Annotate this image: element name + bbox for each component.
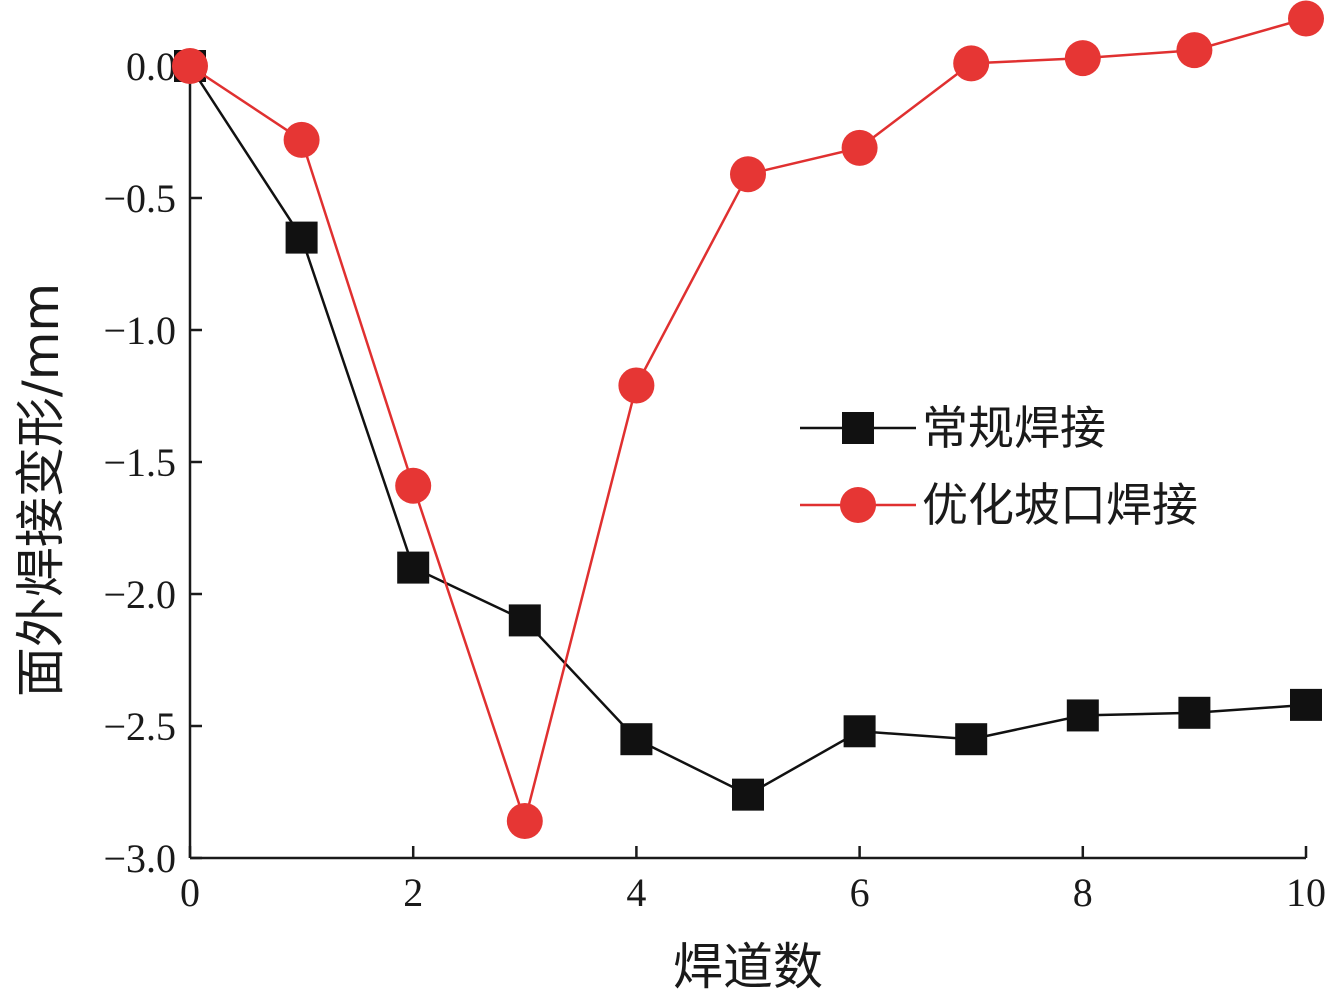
data-point [172, 48, 208, 84]
legend-item: 常规焊接 [800, 401, 1106, 455]
data-point [841, 129, 878, 166]
data-point [508, 604, 541, 637]
data-point [506, 803, 543, 840]
data-point [395, 467, 432, 504]
legend-label: 优化坡口焊接 [922, 478, 1198, 532]
x-axis-title: 焊道数 [673, 938, 823, 996]
y-tick-label: −1.5 [103, 440, 176, 485]
data-point [283, 121, 320, 158]
data-point [1066, 699, 1099, 732]
data-point [620, 723, 653, 756]
series-layer [172, 0, 1324, 840]
data-point [1178, 696, 1211, 729]
data-point [285, 221, 318, 254]
x-tick-label: 2 [403, 870, 423, 915]
x-tick-label: 4 [626, 870, 646, 915]
data-point [730, 156, 766, 193]
data-point [955, 723, 988, 756]
y-axis-title: 面外焊接变形/mm [12, 283, 70, 697]
legend-label: 常规焊接 [922, 401, 1106, 455]
legend-marker [840, 487, 876, 523]
series-line [189, 17, 1307, 826]
data-point [843, 715, 876, 748]
y-tick-label: −2.5 [103, 704, 176, 749]
data-point [397, 551, 430, 584]
x-tick-label: 10 [1286, 870, 1326, 915]
y-tick-label: −1.0 [103, 308, 176, 353]
data-point [1288, 0, 1324, 37]
y-tick-label: −2.0 [103, 572, 176, 617]
x-ticks: 0 2 4 6 8 10 [180, 846, 1326, 915]
x-tick-label: 0 [180, 870, 200, 915]
data-point [1290, 688, 1322, 721]
data-point [1176, 32, 1213, 69]
data-point [953, 45, 990, 82]
x-tick-label: 6 [850, 870, 870, 915]
y-ticks: 0.0 −0.5 −1.0 −1.5 −2.0 −2.5 −3.0 [103, 44, 202, 881]
y-tick-label: −0.5 [103, 176, 176, 221]
legend-item: 优化坡口焊接 [800, 478, 1198, 532]
y-tick-label: 0.0 [126, 44, 176, 89]
series-2 [172, 0, 1324, 840]
legend-marker [842, 412, 874, 444]
x-tick-label: 8 [1073, 870, 1093, 915]
data-point [1064, 40, 1101, 77]
data-point [618, 367, 655, 404]
y-tick-label: −3.0 [103, 836, 176, 881]
data-point [732, 778, 764, 811]
